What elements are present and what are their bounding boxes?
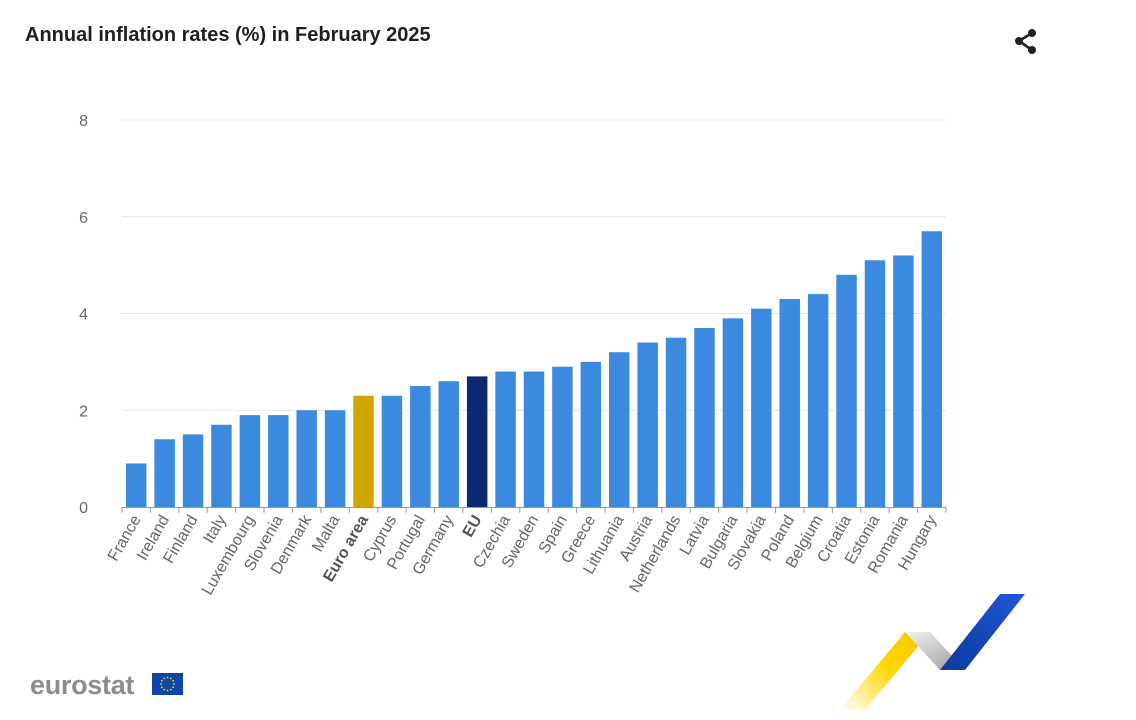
decorative-ribbon [840, 594, 1025, 710]
bar-estonia[interactable] [864, 260, 886, 507]
bar-cyprus[interactable] [381, 395, 403, 507]
flag-star [166, 689, 169, 692]
flag-star [160, 683, 162, 685]
flag-star [169, 677, 172, 680]
flag-star [163, 677, 166, 680]
eu-flag-icon [152, 673, 183, 695]
flag-star [172, 679, 175, 682]
bar-eu[interactable] [466, 376, 488, 507]
bar-lithuania[interactable] [609, 352, 630, 507]
bar-czechia[interactable] [495, 371, 516, 507]
bar-hungary[interactable] [921, 231, 943, 507]
bars [125, 231, 943, 507]
bar-austria[interactable] [637, 342, 658, 507]
chart-title: Annual inflation rates (%) in February 2… [25, 24, 431, 46]
y-tick-label: 0 [79, 500, 88, 517]
flag-star [173, 683, 175, 685]
bar-slovenia[interactable] [268, 415, 289, 507]
bar-poland[interactable] [779, 298, 800, 507]
bar-denmark[interactable] [296, 410, 317, 507]
bar-latvia[interactable] [694, 328, 715, 507]
y-tick-label: 4 [79, 307, 88, 324]
bar-greece[interactable] [580, 361, 602, 507]
bar-sweden[interactable] [523, 371, 545, 507]
flag-star [163, 688, 166, 691]
y-tick-label: 6 [79, 210, 88, 227]
share-icon [1015, 29, 1036, 54]
logo-text: eurostat [30, 670, 135, 700]
share-button[interactable] [1010, 26, 1042, 58]
bar-spain[interactable] [552, 366, 573, 507]
bar-luxembourg[interactable] [239, 415, 261, 507]
x-label-italy: Italy [201, 513, 230, 547]
x-axis [121, 507, 947, 513]
bar-bulgaria[interactable] [722, 318, 744, 507]
bar-portugal[interactable] [410, 386, 431, 507]
bar-slovakia[interactable] [751, 308, 772, 507]
bar-ireland[interactable] [154, 439, 175, 507]
bar-euro-area[interactable] [353, 395, 374, 507]
bar-malta[interactable] [324, 410, 346, 507]
bar-finland[interactable] [182, 434, 204, 507]
bar-belgium[interactable] [807, 294, 829, 507]
bar-france[interactable] [125, 463, 147, 507]
y-tick-label: 8 [79, 113, 88, 130]
bar-italy[interactable] [211, 424, 232, 507]
bar-romania[interactable] [893, 255, 914, 507]
bar-croatia[interactable] [836, 274, 857, 507]
x-label-eu: EU [460, 513, 486, 541]
flag-star [166, 676, 169, 679]
flag-star [160, 686, 163, 689]
bar-netherlands[interactable] [665, 337, 687, 507]
flag-star [160, 679, 163, 682]
y-axis-ticks: 0 2 4 6 8 [79, 113, 88, 517]
y-tick-label: 2 [79, 403, 88, 420]
flag-star [172, 686, 175, 689]
flag-star [169, 688, 172, 691]
bar-germany[interactable] [438, 381, 459, 507]
